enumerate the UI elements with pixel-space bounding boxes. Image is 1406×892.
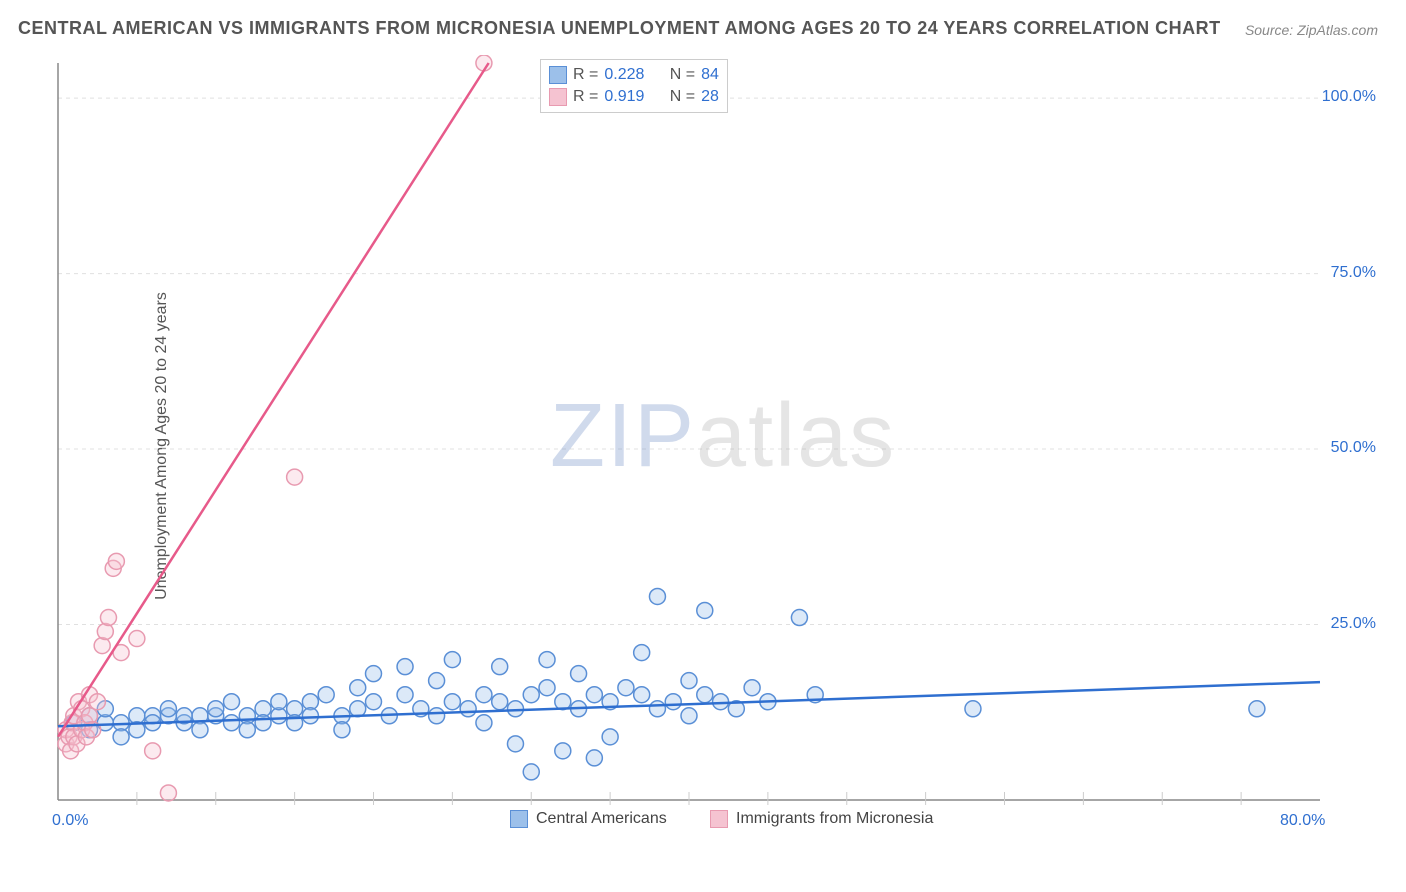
legend-row: R = 0.228 N = 84 bbox=[549, 64, 719, 86]
legend-swatch bbox=[549, 88, 567, 106]
chart-container: CENTRAL AMERICAN VS IMMIGRANTS FROM MICR… bbox=[0, 0, 1406, 892]
y-tick-label: 75.0% bbox=[1331, 264, 1376, 282]
legend-n-value: 84 bbox=[701, 66, 719, 84]
plot-svg bbox=[50, 55, 1380, 840]
legend-r-label: R = bbox=[573, 88, 598, 106]
legend-r-value: 0.919 bbox=[604, 88, 644, 106]
y-tick-label: 50.0% bbox=[1331, 439, 1376, 457]
series-legend-item: Immigrants from Micronesia bbox=[710, 810, 933, 828]
legend-n-label: N = bbox=[670, 88, 695, 106]
legend-r-label: R = bbox=[573, 66, 598, 84]
legend-n-label: N = bbox=[670, 66, 695, 84]
legend-n-value: 28 bbox=[701, 88, 719, 106]
y-tick-label: 100.0% bbox=[1322, 88, 1376, 106]
y-tick-label: 25.0% bbox=[1331, 615, 1376, 633]
legend-swatch bbox=[710, 810, 728, 828]
source-label: Source: ZipAtlas.com bbox=[1245, 22, 1378, 38]
x-tick-label: 80.0% bbox=[1280, 812, 1325, 830]
plot-area: ZIPatlas R = 0.228 N = 84R = 0.919 N = 2… bbox=[50, 55, 1380, 840]
series-legend-item: Central Americans bbox=[510, 810, 667, 828]
correlation-legend: R = 0.228 N = 84R = 0.919 N = 28 bbox=[540, 59, 728, 113]
chart-title: CENTRAL AMERICAN VS IMMIGRANTS FROM MICR… bbox=[18, 18, 1221, 39]
legend-r-value: 0.228 bbox=[604, 66, 644, 84]
series-legend-label: Central Americans bbox=[536, 810, 667, 828]
legend-swatch bbox=[549, 66, 567, 84]
x-tick-label: 0.0% bbox=[52, 812, 88, 830]
series-legend-label: Immigrants from Micronesia bbox=[736, 810, 933, 828]
legend-row: R = 0.919 N = 28 bbox=[549, 86, 719, 108]
legend-swatch bbox=[510, 810, 528, 828]
